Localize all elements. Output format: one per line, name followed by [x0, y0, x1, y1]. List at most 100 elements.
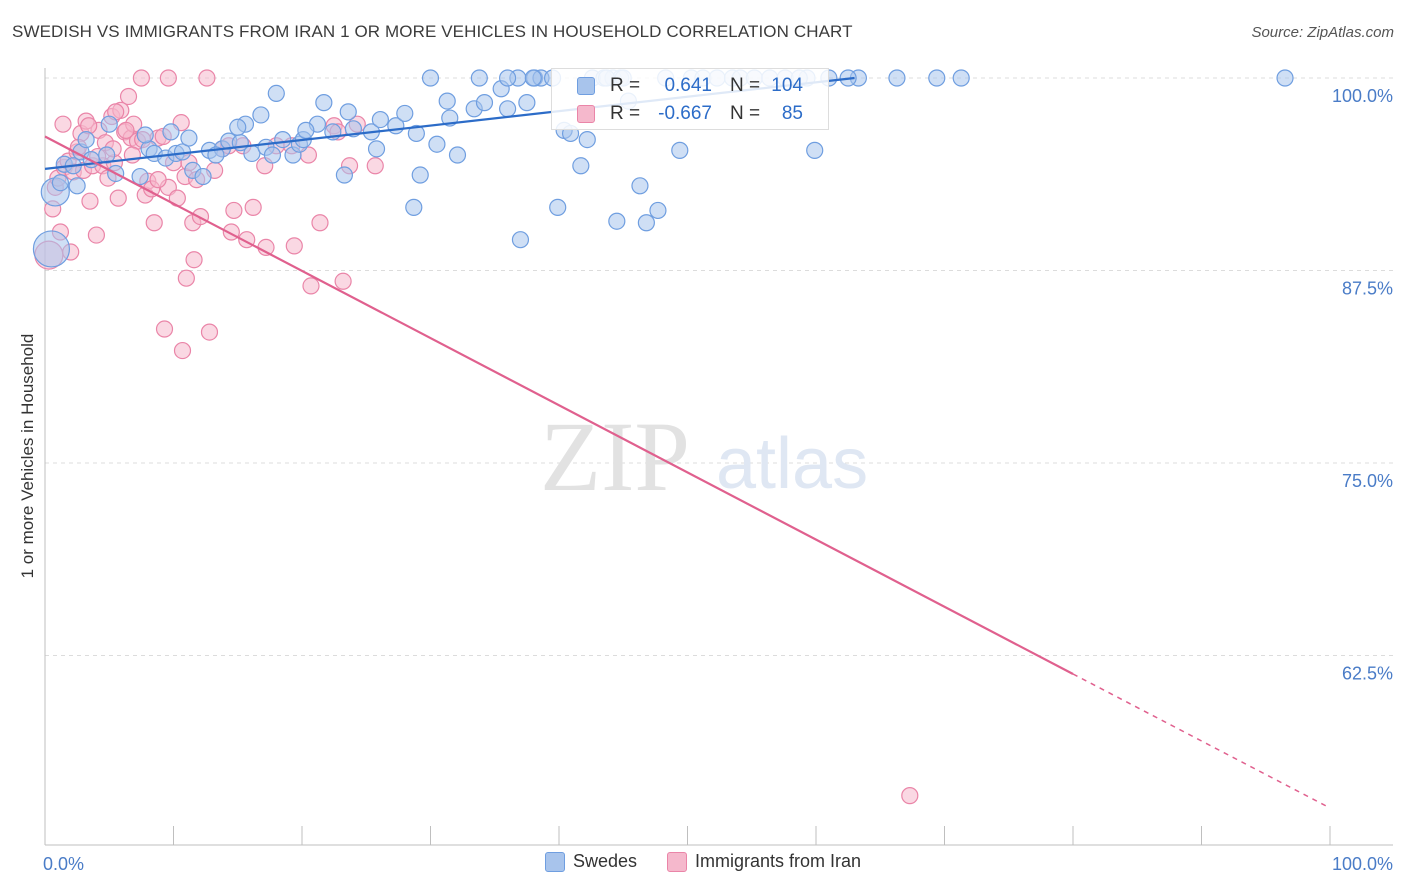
swedes-point [32, 230, 71, 268]
swedes-point [315, 94, 333, 112]
swedes-point [888, 69, 906, 87]
swedes-point [367, 140, 386, 158]
stats-r-label: R = [610, 75, 641, 96]
iran-point [149, 171, 167, 189]
y-tick-label: 100.0% [1332, 86, 1393, 106]
legend-swatch-swedes [544, 851, 565, 872]
swedes-point [608, 212, 626, 230]
x-tick-label: 100.0% [1332, 854, 1393, 874]
swedes-point [100, 115, 118, 133]
swedes-point [180, 129, 198, 147]
swedes-point [511, 231, 530, 249]
swedes-point [928, 69, 946, 87]
swedes-point [407, 124, 425, 143]
iran-point [145, 214, 163, 232]
iran-point [302, 277, 320, 295]
iran-point [200, 323, 219, 341]
swedes-point [411, 166, 429, 184]
iran-point [132, 69, 150, 87]
iran-point [81, 192, 99, 210]
iran-point [334, 272, 352, 290]
gridlines [45, 77, 1393, 656]
swedes-point [68, 177, 86, 195]
iran-point [109, 189, 127, 207]
iran-point [366, 157, 384, 175]
swedes-point [649, 201, 667, 220]
stats-swatch-iran [577, 105, 595, 123]
swedes-point [475, 94, 494, 112]
stats-n-label: N = [730, 103, 761, 124]
swedes-point [549, 198, 567, 216]
iran-point [117, 121, 135, 139]
iran-point [185, 251, 203, 269]
swedes-point [470, 69, 488, 87]
swedes-point [806, 141, 824, 159]
stats-r-value: 0.641 [664, 75, 712, 96]
watermark-atlas: atlas [716, 424, 868, 504]
iran-point [198, 69, 216, 87]
chart-title: SWEDISH VS IMMIGRANTS FROM IRAN 1 OR MOR… [12, 22, 853, 41]
swedes-point [131, 167, 149, 186]
iran-point [225, 201, 243, 220]
swedes-point [194, 167, 212, 186]
swedes-point [263, 146, 282, 164]
iran-point [244, 198, 262, 216]
swedes-point [572, 157, 590, 175]
legend: Swedes Immigrants from Iran [0, 851, 1406, 872]
y-tick-label: 75.0% [1342, 471, 1393, 491]
legend-item-swedes[interactable]: Swedes [544, 851, 637, 872]
swedes-point [229, 118, 247, 136]
swedes-point [448, 146, 467, 164]
stats-n-label: N = [730, 75, 761, 96]
iran-point [173, 341, 192, 360]
swedes-point [952, 69, 970, 87]
swedes-point [499, 100, 517, 118]
swedes-point [428, 135, 446, 153]
iran-point [119, 87, 138, 106]
stats-row-swedes: R = 0.641 N = 104 [552, 72, 828, 100]
swedes-point [136, 126, 154, 144]
watermark-zip: ZIP [540, 401, 690, 512]
swedes-point [51, 174, 70, 192]
stats-r-value: -0.667 [658, 103, 712, 124]
tick-labels: 100.0% 87.5% 75.0% 62.5% 0.0% 100.0% [43, 86, 1393, 874]
y-tick-label: 62.5% [1342, 664, 1393, 684]
swedes-point [252, 106, 270, 124]
iran-point [80, 117, 98, 135]
iran-point [177, 269, 195, 287]
swedes-point [297, 121, 315, 139]
swedes-point [1276, 69, 1294, 87]
legend-label-swedes: Swedes [572, 851, 637, 871]
swedes-point [637, 214, 655, 232]
watermark: ZIP atlas [540, 401, 868, 512]
swedes-point [499, 69, 517, 87]
x-tick-label: 0.0% [43, 854, 84, 874]
legend-swatch-iran [667, 851, 687, 872]
iran-point [155, 320, 174, 338]
axes [44, 68, 1393, 846]
stats-swatch-swedes [577, 77, 595, 95]
iran-point [285, 237, 303, 255]
swedes-point [438, 92, 456, 110]
swedes-point [524, 69, 542, 87]
stats-r-label: R = [610, 103, 641, 124]
source-label: Source: ZipAtlas.com [1251, 24, 1394, 41]
swedes-point [371, 110, 389, 129]
iran-trend-extension [1072, 673, 1331, 809]
iran-point [54, 115, 72, 133]
swedes-point [671, 141, 689, 159]
iran-trend-line [44, 135, 1074, 675]
stats-box: R = 0.641 N = 104 R = -0.667 N = 85 [551, 68, 829, 130]
swedes-point [405, 198, 423, 216]
swedes-point [77, 131, 95, 149]
iran-point [87, 226, 106, 244]
swedes-point [339, 103, 357, 121]
stats-row-iran: R = -0.667 N = 85 [552, 100, 828, 128]
iran-point [159, 69, 177, 87]
y-tick-label: 87.5% [1342, 279, 1393, 299]
swedes-point [274, 131, 292, 149]
legend-item-iran[interactable]: Immigrants from Iran [667, 851, 861, 872]
stats-n-value: 85 [781, 103, 803, 124]
swedes-point [631, 177, 649, 195]
